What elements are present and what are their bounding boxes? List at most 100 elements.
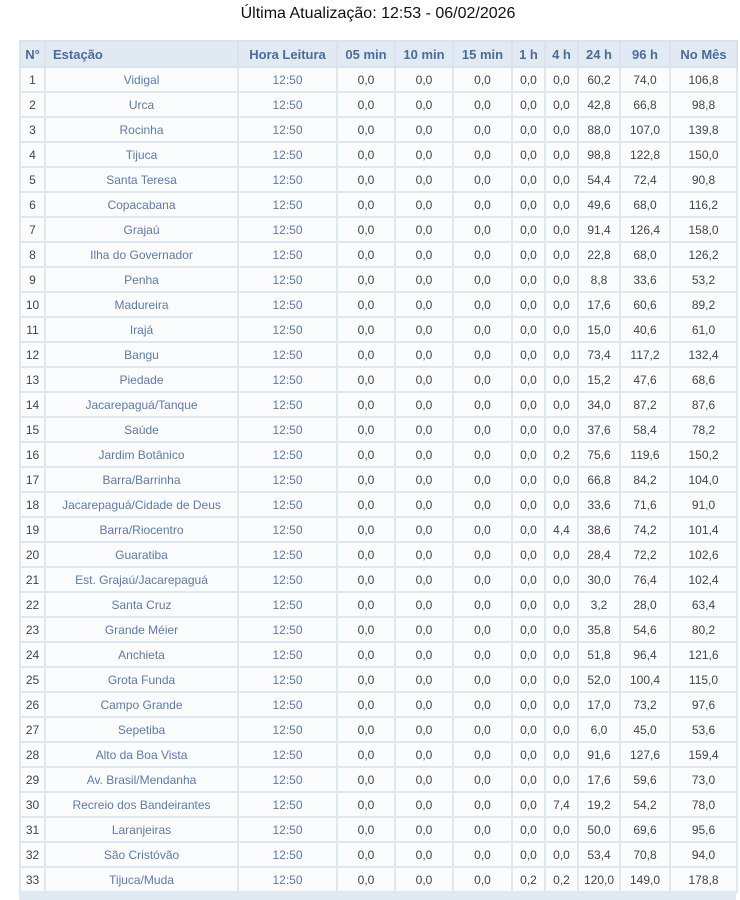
cell-reading-time: 12:50 <box>237 291 338 318</box>
cell-rain-10min: 0,0 <box>394 516 454 543</box>
cell-rain-15min: 0,0 <box>452 291 513 318</box>
cell-station[interactable]: Copacabana <box>44 191 239 218</box>
column-header-station[interactable]: Estação <box>44 40 239 68</box>
cell-station[interactable]: Vidigal <box>44 66 239 93</box>
cell-station[interactable]: Jacarepaguá/Cidade de Deus <box>44 491 239 518</box>
cell-rain-1h: 0,0 <box>511 416 546 443</box>
cell-rain-10min: 0,0 <box>394 116 454 143</box>
cell-number: 15 <box>19 416 46 443</box>
cell-number: 20 <box>19 541 46 568</box>
cell-rain-10min: 0,0 <box>394 91 454 118</box>
column-header-rain-4h[interactable]: 4 h <box>544 40 579 68</box>
cell-station[interactable]: Sepetiba <box>44 716 239 743</box>
cell-station[interactable]: Rocinha <box>44 116 239 143</box>
column-header-rain-10min[interactable]: 10 min <box>394 40 454 68</box>
cell-rain-24h: 98,8 <box>577 141 621 168</box>
cell-rain-10min: 0,0 <box>394 491 454 518</box>
column-header-rain-month[interactable]: No Mês <box>669 40 738 68</box>
cell-rain-1h: 0,0 <box>511 366 546 393</box>
table-row: 22 Santa Cruz 12:50 0,0 0,0 0,0 0,0 0,0 3,2 28,0 6… <box>19 591 738 618</box>
cell-rain-96h: 70,8 <box>619 841 671 868</box>
column-header-reading-time[interactable]: Hora Leitura <box>237 40 338 68</box>
cell-station[interactable]: Bangu <box>44 341 239 368</box>
cell-station[interactable]: São Cristóvão <box>44 841 239 868</box>
cell-station[interactable]: Jacarepaguá/Tanque <box>44 391 239 418</box>
cell-rain-4h: 0,0 <box>544 666 579 693</box>
cell-station[interactable]: Madureira <box>44 291 239 318</box>
cell-rain-24h: 91,4 <box>577 216 621 243</box>
cell-station[interactable]: Santa Cruz <box>44 591 239 618</box>
cell-number: 29 <box>19 766 46 793</box>
cell-station[interactable]: Irajá <box>44 316 239 343</box>
cell-station[interactable]: Guaratiba <box>44 541 239 568</box>
cell-station[interactable]: Barra/Riocentro <box>44 516 239 543</box>
cell-station[interactable]: Alto da Boa Vista <box>44 741 239 768</box>
cell-rain-96h: 117,2 <box>619 341 671 368</box>
cell-rain-05min: 0,0 <box>336 441 396 468</box>
cell-station[interactable]: Urca <box>44 91 239 118</box>
cell-station[interactable]: Grande Méier <box>44 616 239 643</box>
cell-station[interactable]: Tijuca/Muda <box>44 866 239 893</box>
cell-rain-05min: 0,0 <box>336 541 396 568</box>
table-row: 15 Saúde 12:50 0,0 0,0 0,0 0,0 0,0 37,6 58,4 78,2 <box>19 416 738 443</box>
cell-rain-10min: 0,0 <box>394 341 454 368</box>
cell-rain-10min: 0,0 <box>394 641 454 668</box>
cell-number: 10 <box>19 291 46 318</box>
table-header-row: N° Estação Hora Leitura 05 min 10 min 15 min 1… <box>19 40 738 68</box>
cell-station[interactable]: Laranjeiras <box>44 816 239 843</box>
rainfall-table: N° Estação Hora Leitura 05 min 10 min 15 min 1… <box>19 40 738 893</box>
column-header-rain-96h[interactable]: 96 h <box>619 40 671 68</box>
cell-rain-month: 104,0 <box>669 466 738 493</box>
table-row: 19 Barra/Riocentro 12:50 0,0 0,0 0,0 0,0 4,4 38,… <box>19 516 738 543</box>
cell-rain-10min: 0,0 <box>394 841 454 868</box>
cell-station[interactable]: Grota Funda <box>44 666 239 693</box>
column-header-rain-05min[interactable]: 05 min <box>336 40 396 68</box>
cell-rain-24h: 91,6 <box>577 741 621 768</box>
cell-rain-month: 89,2 <box>669 291 738 318</box>
cell-rain-month: 78,0 <box>669 791 738 818</box>
cell-rain-24h: 120,0 <box>577 866 621 893</box>
cell-reading-time: 12:50 <box>237 716 338 743</box>
cell-station[interactable]: Penha <box>44 266 239 293</box>
cell-station[interactable]: Ilha do Governador <box>44 241 239 268</box>
cell-rain-96h: 54,6 <box>619 616 671 643</box>
cell-number: 27 <box>19 716 46 743</box>
cell-rain-15min: 0,0 <box>452 391 513 418</box>
cell-station[interactable]: Jardim Botânico <box>44 441 239 468</box>
cell-station[interactable]: Grajaú <box>44 216 239 243</box>
cell-station[interactable]: Barra/Barrinha <box>44 466 239 493</box>
cell-rain-05min: 0,0 <box>336 216 396 243</box>
cell-station[interactable]: Recreio dos Bandeirantes <box>44 791 239 818</box>
cell-rain-24h: 49,6 <box>577 191 621 218</box>
cell-rain-96h: 60,6 <box>619 291 671 318</box>
column-header-rain-1h[interactable]: 1 h <box>511 40 546 68</box>
cell-rain-05min: 0,0 <box>336 366 396 393</box>
cell-rain-15min: 0,0 <box>452 116 513 143</box>
cell-station[interactable]: Santa Teresa <box>44 166 239 193</box>
cell-rain-05min: 0,0 <box>336 791 396 818</box>
column-header-rain-15min[interactable]: 15 min <box>452 40 513 68</box>
cell-station[interactable]: Anchieta <box>44 641 239 668</box>
cell-station[interactable]: Campo Grande <box>44 691 239 718</box>
cell-rain-96h: 84,2 <box>619 466 671 493</box>
cell-reading-time: 12:50 <box>237 141 338 168</box>
cell-rain-1h: 0,0 <box>511 741 546 768</box>
cell-rain-05min: 0,0 <box>336 866 396 893</box>
cell-rain-4h: 0,0 <box>544 566 579 593</box>
cell-station[interactable]: Saúde <box>44 416 239 443</box>
cell-rain-15min: 0,0 <box>452 741 513 768</box>
cell-rain-24h: 66,8 <box>577 466 621 493</box>
cell-rain-1h: 0,0 <box>511 166 546 193</box>
cell-rain-15min: 0,0 <box>452 316 513 343</box>
cell-rain-05min: 0,0 <box>336 416 396 443</box>
cell-number: 32 <box>19 841 46 868</box>
column-header-number[interactable]: N° <box>19 40 46 68</box>
cell-rain-4h: 0,2 <box>544 441 579 468</box>
cell-rain-month: 91,0 <box>669 491 738 518</box>
cell-reading-time: 12:50 <box>237 591 338 618</box>
column-header-rain-24h[interactable]: 24 h <box>577 40 621 68</box>
cell-station[interactable]: Est. Grajaú/Jacarepaguá <box>44 566 239 593</box>
cell-station[interactable]: Piedade <box>44 366 239 393</box>
cell-station[interactable]: Av. Brasil/Mendanha <box>44 766 239 793</box>
cell-station[interactable]: Tijuca <box>44 141 239 168</box>
